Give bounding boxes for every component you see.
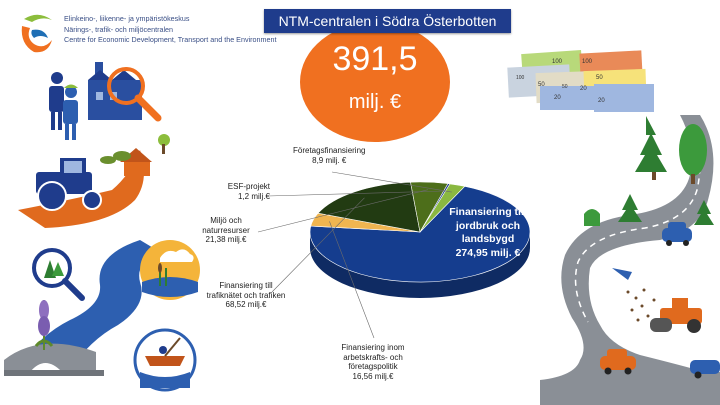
slice-value: 68,52 milj.€ xyxy=(225,300,267,309)
banknote-label: 50 xyxy=(538,82,545,88)
slice-label-line: jordbruk och xyxy=(455,219,521,232)
org-name-finnish: Elinkeino-, liikenne- ja ympäristökeskus xyxy=(64,14,190,23)
leader-line-transport xyxy=(271,197,365,293)
ely-logo-icon xyxy=(21,14,52,53)
slice-label-line: arbetskrafts- och xyxy=(343,352,403,362)
page-title: NTM-centralen i Södra Österbotten xyxy=(264,9,511,33)
total-amount: 391,5 milj. € xyxy=(303,37,447,115)
slice-label-agriculture: Finansiering till jordbruk och landsbygd… xyxy=(432,206,544,260)
blue-car-icon xyxy=(690,360,720,374)
slice-value: 21,38 milj.€ xyxy=(205,235,247,244)
lupine-flower-icon xyxy=(34,300,54,350)
slice-label-line: företagspolitik xyxy=(348,362,398,371)
pine-tree-icon xyxy=(635,116,667,172)
slice-label-line: Finansiering till xyxy=(219,281,273,290)
banknotes-icon: 100 100 100 50 50 20 50 20 20 xyxy=(507,49,654,112)
banknote-label: 20 xyxy=(580,86,587,92)
slice-label-environment: Miljö och naturresurser 21,38 milj.€ xyxy=(196,216,256,245)
fishing-boat-icon xyxy=(133,328,197,392)
banknote-label: 100 xyxy=(582,59,593,65)
banknote-label: 100 xyxy=(516,75,525,81)
slice-label-line: naturresurser xyxy=(202,225,250,235)
slice-value: 8,9 milj. € xyxy=(312,155,347,165)
slice-label-line: Miljö och xyxy=(210,216,242,225)
slice-label-transport: Finansiering till trafiknätet och trafik… xyxy=(196,281,296,310)
road-landscape-icon xyxy=(540,115,720,405)
slice-label-business-financing: Företagsfinansiering 8,9 milj. € xyxy=(293,146,365,165)
total-badge xyxy=(300,22,450,142)
label-leader-lines xyxy=(257,171,452,339)
leader-line-esf xyxy=(267,190,445,197)
sand-spreader-icon xyxy=(612,268,632,280)
leader-line-environment xyxy=(257,189,429,233)
deciduous-tree-icon xyxy=(679,124,707,176)
total-unit: milj. € xyxy=(348,91,402,113)
slice-label-line: trafiknätet och trafiken xyxy=(206,290,286,300)
forest-magnifier-icon xyxy=(32,248,85,301)
funding-pie-chart xyxy=(309,181,531,298)
organization-name: Elinkeino-, liikenne- ja ympäristökeskus… xyxy=(64,14,277,46)
leader-line-business_policy xyxy=(329,221,375,339)
river-bridge-icon xyxy=(4,240,160,376)
slice-label-line: ESF-projekt xyxy=(227,182,270,191)
total-value: 391,5 xyxy=(332,40,418,78)
pie-slice-transport xyxy=(317,181,421,233)
pie-slice-agriculture xyxy=(309,185,531,283)
wetland-circle-icon xyxy=(140,240,200,300)
banknote-label: 50 xyxy=(562,84,568,90)
blue-car-icon xyxy=(662,228,692,242)
banknote-label: 20 xyxy=(554,95,561,101)
pie-slice-business_financing xyxy=(419,183,466,233)
slice-label-line: Finansiering inom xyxy=(341,343,405,352)
slice-value: 16,56 milj.€ xyxy=(352,371,394,381)
pie-side-agriculture xyxy=(310,232,530,298)
slice-value: 274,95 milj. € xyxy=(455,246,521,259)
slice-value: 1,2 milj.€ xyxy=(237,191,270,201)
tractor-farm-icon xyxy=(18,134,170,228)
slice-label-line: Finansiering till xyxy=(449,206,527,218)
slice-label-business-policy: Finansiering inom arbetskrafts- och före… xyxy=(332,343,414,381)
leader-line-business_financing xyxy=(331,171,452,193)
slice-label-line: landsbygd xyxy=(461,233,515,245)
org-name-english: Centre for Economic Development, Transpo… xyxy=(64,35,277,45)
banknote-label: 100 xyxy=(552,59,563,65)
orange-car-icon xyxy=(600,356,636,370)
slice-label-esf: ESF-projekt 1,2 milj.€ xyxy=(218,182,270,201)
slice-label-line: Företagsfinansiering xyxy=(293,146,366,155)
banknote-label: 20 xyxy=(598,98,605,104)
factory-with-workers-icon xyxy=(49,62,162,140)
org-name-swedish: Närings-, trafik- och miljöcentralen xyxy=(64,24,174,34)
banknote-label: 50 xyxy=(596,75,603,81)
